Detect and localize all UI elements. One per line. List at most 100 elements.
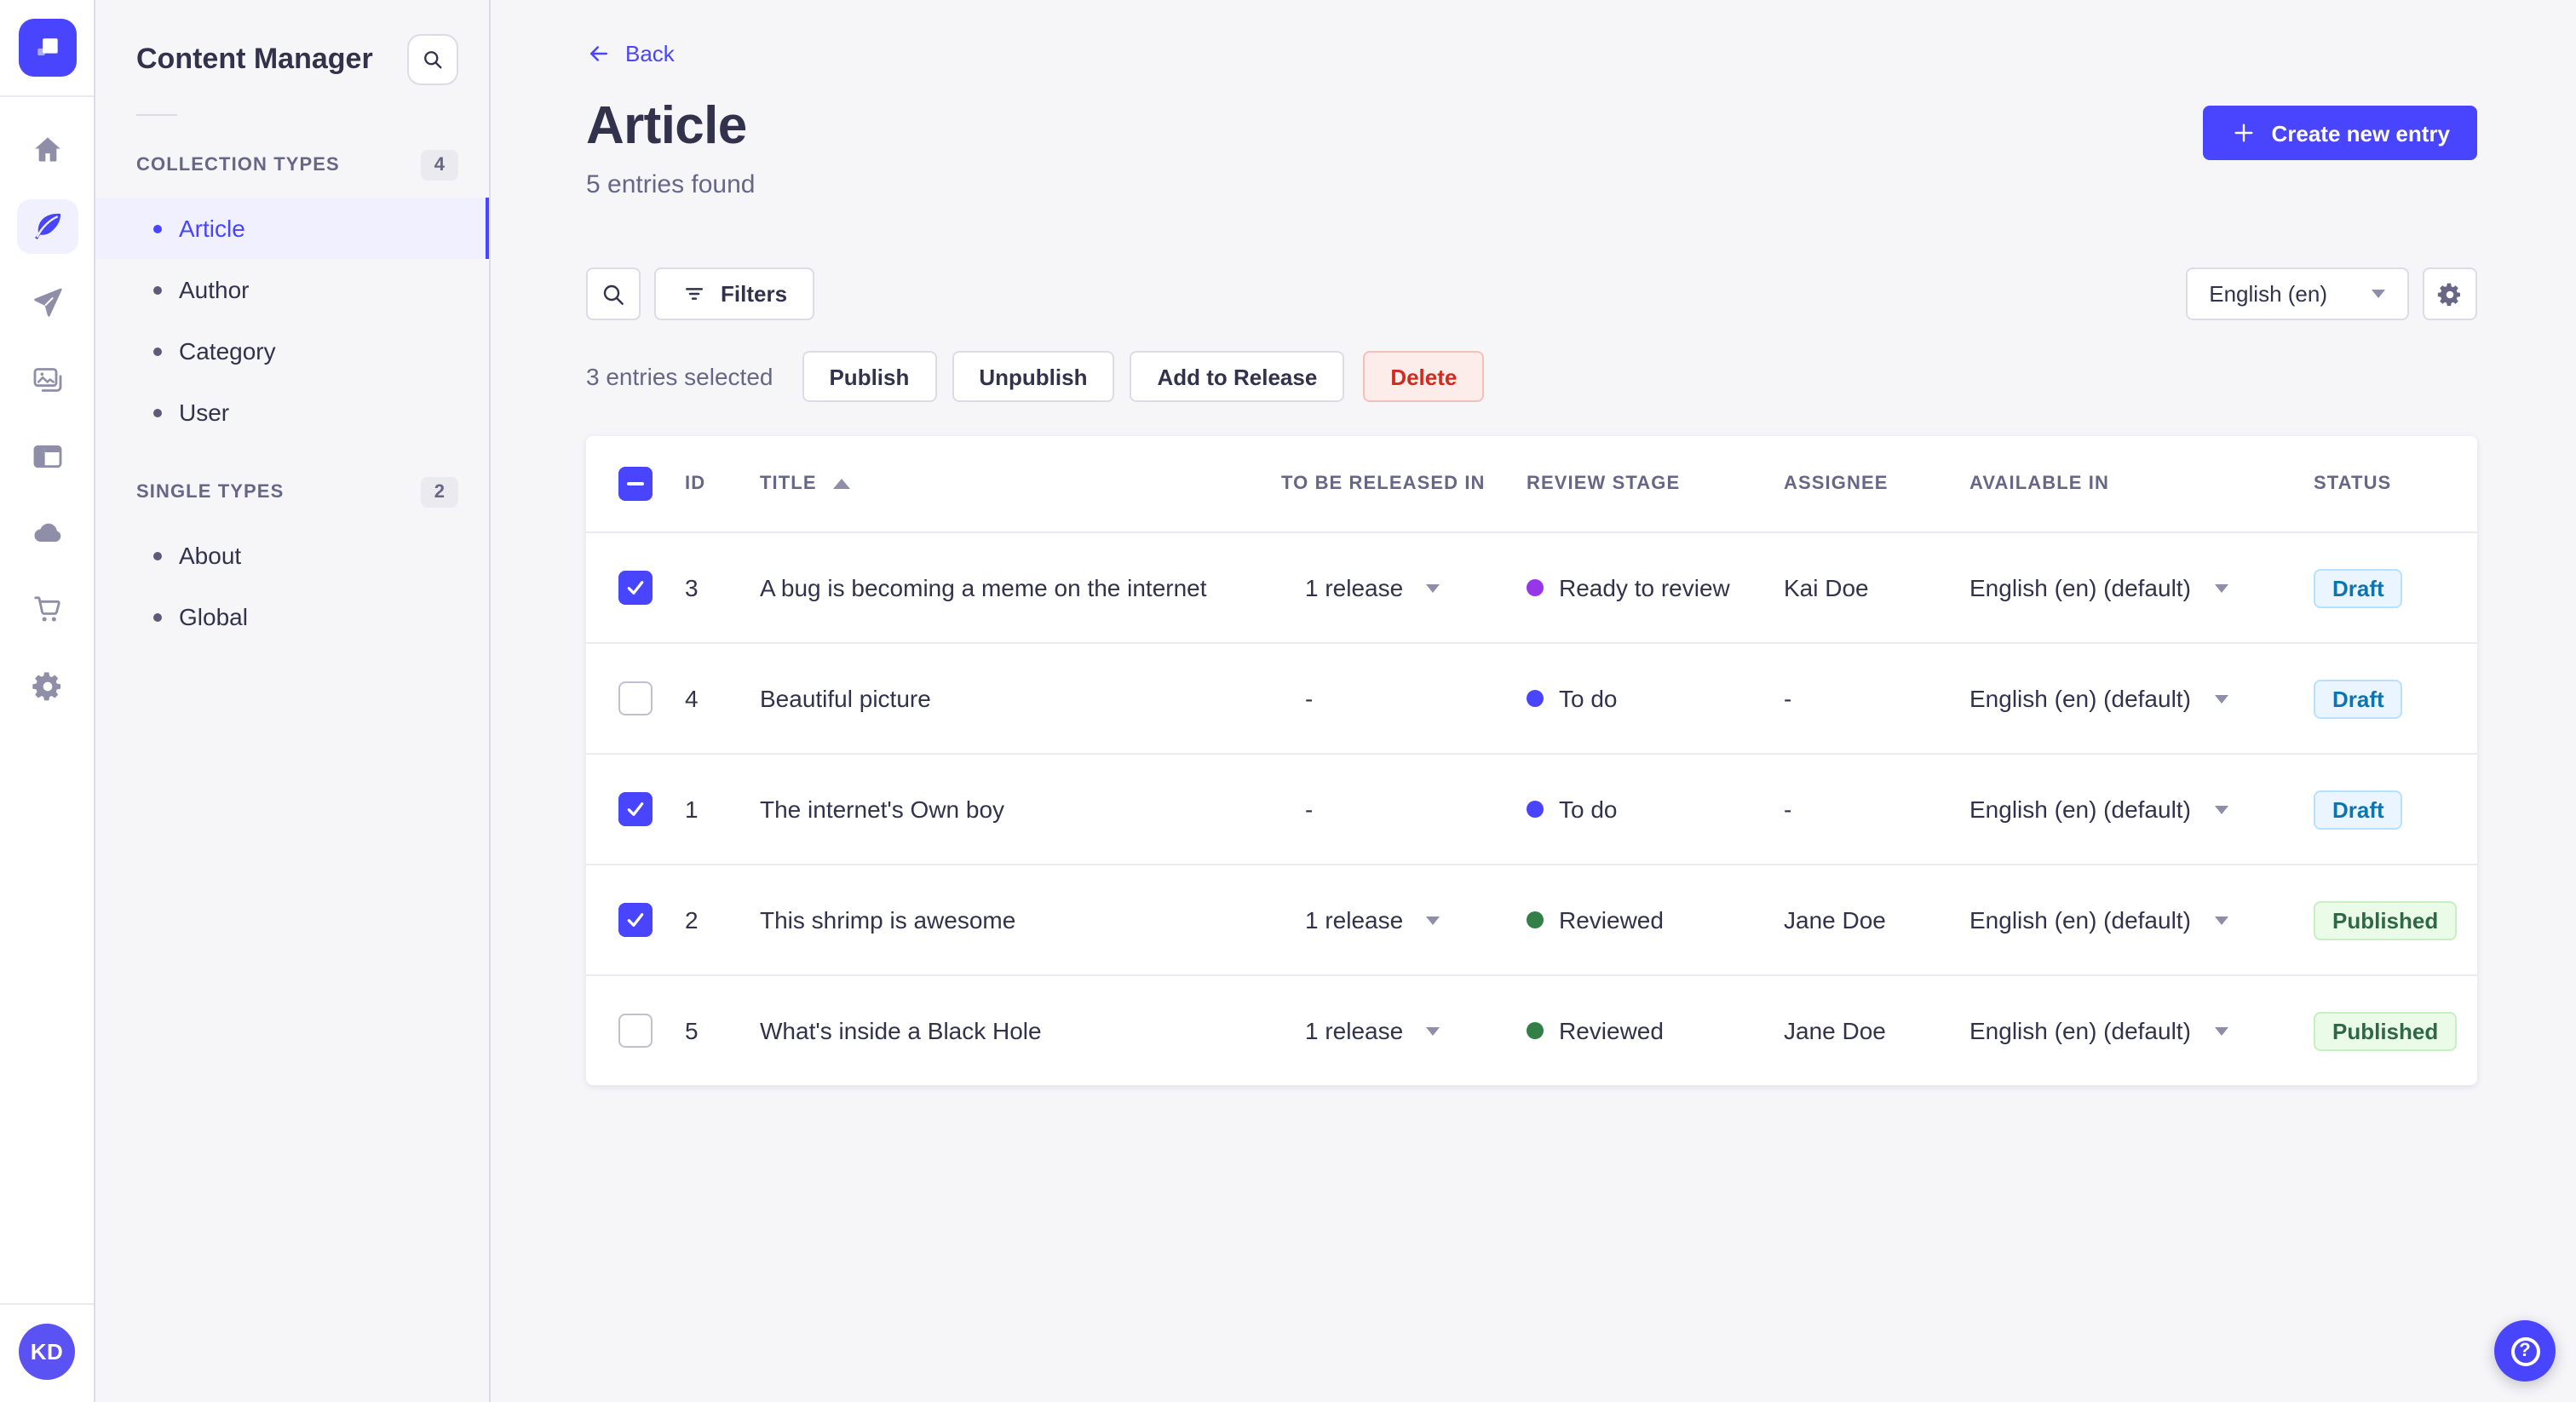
table-row[interactable]: 3 A bug is becoming a meme on the interne… — [586, 531, 2477, 642]
row-to-be-released-in[interactable]: 1 release — [1281, 906, 1527, 934]
unpublish-button[interactable]: Unpublish — [952, 351, 1115, 402]
table-row[interactable]: 2 This shrimp is awesome 1 release Reviewed… — [586, 864, 2477, 974]
sidebar-item-global[interactable]: Global — [95, 586, 489, 647]
sidebar-item-article[interactable]: Article — [95, 198, 489, 259]
chevron-down-icon[interactable] — [2214, 916, 2228, 924]
single-types-section: SINGLE TYPES 2 About Global — [95, 467, 489, 647]
media-library-pictures-icon[interactable] — [16, 353, 78, 407]
selection-count: 3 entries selected — [586, 363, 773, 390]
add-to-release-button[interactable]: Add to Release — [1130, 351, 1345, 402]
column-header-review-stage[interactable]: REVIEW STAGE — [1527, 474, 1681, 494]
row-available-in[interactable]: English (en) (default) — [1939, 1017, 2314, 1044]
gear-icon — [2437, 282, 2460, 306]
question-mark-icon: ? — [2510, 1336, 2539, 1365]
column-header-available-in[interactable]: AVAILABLE IN — [1969, 474, 2109, 494]
row-review-stage: Reviewed — [1527, 1017, 1784, 1044]
sidebar-item-category[interactable]: Category — [95, 320, 489, 382]
row-id: 4 — [685, 685, 699, 712]
column-header-id[interactable]: ID — [685, 474, 706, 494]
content-manager-icon[interactable] — [16, 199, 78, 254]
filters-button[interactable]: Filters — [654, 267, 815, 320]
main-content: Back Article 5 entries found Create new … — [491, 0, 2576, 1402]
sidebar-item-author[interactable]: Author — [95, 259, 489, 320]
available-value: English (en) (default) — [1969, 574, 2191, 601]
column-header-title[interactable]: TITLE — [760, 474, 1281, 494]
row-checkbox[interactable] — [618, 681, 653, 715]
bullet-icon — [153, 224, 162, 233]
sort-asc-icon — [833, 479, 851, 489]
row-available-in[interactable]: English (en) (default) — [1939, 796, 2314, 823]
row-checkbox-cell — [586, 792, 685, 826]
chevron-down-icon[interactable] — [2214, 805, 2228, 813]
row-review-stage: To do — [1527, 685, 1784, 712]
row-checkbox-cell — [586, 681, 685, 715]
row-assignee: - — [1784, 796, 1792, 823]
content-manager-sidebar: Content Manager COLLECTION TYPES 4 Artic… — [95, 0, 491, 1402]
section-count-badge: 2 — [420, 477, 458, 508]
column-header-status[interactable]: STATUS — [2314, 474, 2392, 494]
column-header-assignee[interactable]: ASSIGNEE — [1784, 474, 1889, 494]
row-checkbox[interactable] — [618, 1014, 653, 1048]
column-header-to-be-released-in[interactable]: TO BE RELEASED IN — [1281, 474, 1486, 494]
stage-label: Reviewed — [1559, 906, 1664, 934]
chevron-down-icon[interactable] — [1425, 1026, 1440, 1035]
row-checkbox-cell — [586, 571, 685, 605]
cloud-icon[interactable] — [16, 506, 78, 560]
row-review-stage: To do — [1527, 796, 1784, 823]
content-type-builder-layout-icon[interactable] — [16, 429, 78, 484]
view-settings-button[interactable] — [2423, 267, 2477, 320]
table-row[interactable]: 1 The internet's Own boy - To do - English (e… — [586, 753, 2477, 864]
locale-select[interactable]: English (en) — [2185, 267, 2409, 320]
create-entry-button[interactable]: Create new entry — [2203, 106, 2477, 160]
stage-label: To do — [1559, 685, 1618, 712]
rail-bottom: KD — [0, 1303, 94, 1402]
sidebar-item-label: User — [179, 399, 230, 426]
publish-button[interactable]: Publish — [802, 351, 937, 402]
search-button[interactable] — [586, 267, 641, 320]
chevron-down-icon[interactable] — [2214, 1026, 2228, 1035]
table-row[interactable]: 4 Beautiful picture - To do - English (en) (d… — [586, 642, 2477, 753]
row-id: 5 — [685, 1017, 699, 1044]
back-link[interactable]: Back — [586, 41, 675, 66]
row-checkbox[interactable] — [618, 792, 653, 826]
sidebar-item-label: About — [179, 542, 242, 569]
strapi-logo[interactable] — [18, 19, 76, 77]
table-row[interactable]: 5 What's inside a Black Hole 1 release Revi… — [586, 974, 2477, 1085]
bullet-icon — [153, 285, 162, 294]
row-checkbox-cell — [586, 1014, 685, 1048]
sidebar-item-label: Author — [179, 276, 250, 303]
chevron-down-icon[interactable] — [1425, 916, 1440, 924]
delete-button[interactable]: Delete — [1363, 351, 1485, 402]
select-all-checkbox[interactable] — [618, 467, 653, 501]
table-body: 3 A bug is becoming a meme on the interne… — [586, 531, 2477, 1085]
rail-bottom-divider — [0, 1303, 94, 1305]
entries-table: ID TITLE TO BE RELEASED IN REVIEW STAGE … — [586, 436, 2477, 1085]
row-title: What's inside a Black Hole — [760, 1017, 1042, 1044]
sidebar-search-button[interactable] — [407, 34, 458, 85]
row-id: 3 — [685, 574, 699, 601]
row-review-stage: Ready to review — [1527, 574, 1784, 601]
row-to-be-released-in[interactable]: 1 release — [1281, 574, 1527, 601]
sidebar-item-about[interactable]: About — [95, 525, 489, 586]
row-to-be-released-in[interactable]: 1 release — [1281, 1017, 1527, 1044]
row-id: 2 — [685, 906, 699, 934]
chevron-down-icon[interactable] — [1425, 583, 1440, 592]
sidebar-item-label: Category — [179, 337, 276, 365]
releases-paper-plane-icon[interactable] — [16, 276, 78, 330]
row-available-in[interactable]: English (en) (default) — [1939, 685, 2314, 712]
row-title: A bug is becoming a meme on the internet — [760, 574, 1207, 601]
sidebar-item-user[interactable]: User — [95, 382, 489, 443]
row-checkbox[interactable] — [618, 571, 653, 605]
chevron-down-icon[interactable] — [2214, 694, 2228, 703]
row-available-in[interactable]: English (en) (default) — [1939, 906, 2314, 934]
user-avatar[interactable]: KD — [19, 1324, 75, 1380]
row-checkbox[interactable] — [618, 903, 653, 937]
row-available-in[interactable]: English (en) (default) — [1939, 574, 2314, 601]
chevron-down-icon[interactable] — [2214, 583, 2228, 592]
home-icon[interactable] — [16, 123, 78, 177]
settings-gear-icon[interactable] — [16, 659, 78, 714]
help-button[interactable]: ? — [2494, 1320, 2556, 1382]
row-status-cell: Draft — [2314, 790, 2477, 829]
status-badge: Published — [2314, 1011, 2458, 1050]
marketplace-cart-icon[interactable] — [16, 583, 78, 637]
